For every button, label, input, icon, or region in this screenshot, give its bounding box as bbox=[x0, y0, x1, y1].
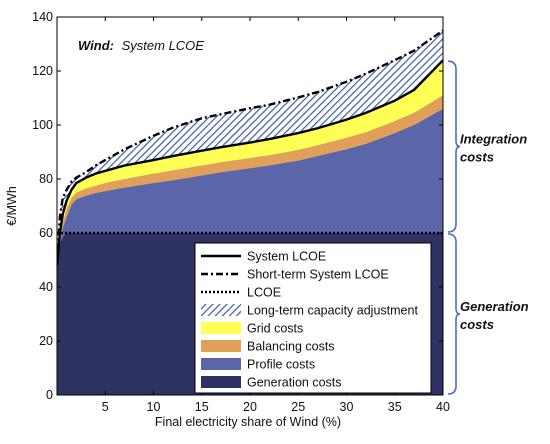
chart-title: Wind: System LCOE bbox=[78, 38, 204, 53]
legend-label-lcoe: LCOE bbox=[247, 286, 281, 300]
braces: Integration costs Generation costs bbox=[447, 60, 529, 395]
legend-label-system-lcoe: System LCOE bbox=[247, 250, 326, 264]
y-tick-label: 80 bbox=[39, 172, 53, 186]
legend-label-generation-costs: Generation costs bbox=[247, 376, 342, 390]
y-tick-label: 60 bbox=[39, 226, 53, 240]
legend-swatch-profile-costs bbox=[201, 358, 241, 370]
area-long-term-capacity-adjustment bbox=[57, 30, 443, 266]
brace-label-generation-line2: costs bbox=[460, 317, 494, 332]
brace-integration bbox=[447, 60, 461, 233]
x-tick-label: 15 bbox=[195, 400, 209, 414]
brace-label-generation: Generation bbox=[460, 299, 529, 314]
y-axis-label: €/MWh bbox=[5, 186, 19, 226]
legend-swatch-long-term-capacity-adjustment bbox=[201, 304, 241, 316]
x-tick-label: 30 bbox=[340, 400, 354, 414]
brace-generation bbox=[447, 233, 461, 395]
x-tick-label: 5 bbox=[102, 400, 109, 414]
area-balancing-costs bbox=[57, 95, 443, 266]
y-tick-label: 140 bbox=[32, 10, 53, 24]
brace-label-integration-line2: costs bbox=[460, 150, 494, 165]
legend-swatch-balancing-costs bbox=[201, 340, 241, 352]
area-profile-costs bbox=[57, 108, 443, 266]
legend-label-long-term-capacity-adjustment: Long-term capacity adjustment bbox=[247, 304, 418, 318]
y-tick-label: 20 bbox=[39, 334, 53, 348]
legend-label-balancing-costs: Balancing costs bbox=[247, 340, 335, 354]
legend-swatch-grid-costs bbox=[201, 322, 241, 334]
x-tick-label: 35 bbox=[388, 400, 402, 414]
chart-title-rest: System LCOE bbox=[122, 38, 205, 53]
line-short-term-system-lcoe bbox=[57, 29, 443, 266]
legend-label-grid-costs: Grid costs bbox=[247, 322, 303, 336]
legend-label-short-term-system-lcoe: Short-term System LCOE bbox=[247, 268, 389, 282]
x-tick-label: 25 bbox=[291, 400, 305, 414]
y-tick-label: 0 bbox=[46, 388, 53, 402]
y-tick-label: 40 bbox=[39, 280, 53, 294]
legend-swatch-generation-costs bbox=[201, 376, 241, 388]
legend-label-profile-costs: Profile costs bbox=[247, 358, 315, 372]
legend: System LCOE Short-term System LCOE LCOE Lon… bbox=[194, 242, 432, 394]
chart-title-bold: Wind: bbox=[78, 38, 114, 53]
x-tick-label: 20 bbox=[243, 400, 257, 414]
x-tick-label: 40 bbox=[436, 400, 450, 414]
brace-label-integration: Integration bbox=[460, 132, 527, 147]
x-tick-label: 10 bbox=[147, 400, 161, 414]
x-axis-label: Final electricity share of Wind (%) bbox=[155, 415, 341, 429]
line-system-lcoe bbox=[57, 59, 443, 266]
y-tick-label: 100 bbox=[32, 118, 53, 132]
y-tick-label: 120 bbox=[32, 64, 53, 78]
